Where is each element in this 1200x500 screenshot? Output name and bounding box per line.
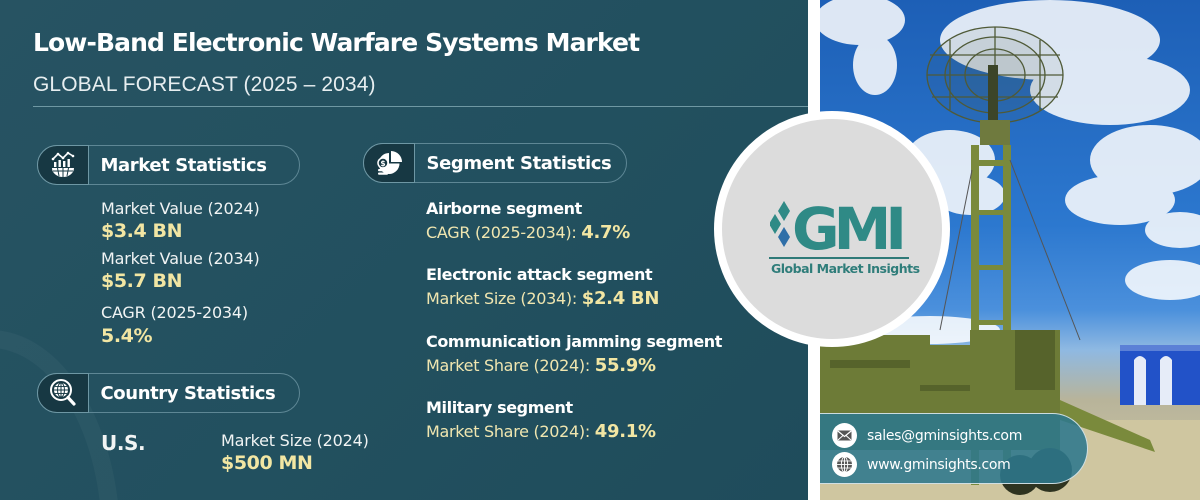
stat-label: Market Value (2034)	[101, 249, 260, 268]
market-statistics-title: Market Statistics	[100, 154, 267, 176]
contact-email[interactable]: sales@gminsights.com	[867, 427, 1023, 444]
gmi-logo: GMI Global Market Insights	[714, 111, 950, 347]
market-statistics-heading: Market Statistics	[36, 145, 300, 185]
gmi-logo-mark: GMI	[770, 197, 908, 255]
segment-stat: CAGR (2025-2034): 4.7%	[426, 222, 630, 243]
contact-website[interactable]: www.gminsights.com	[867, 456, 1011, 473]
segment-stat-label: CAGR (2025-2034):	[426, 223, 577, 242]
segment-stat-value: 49.1%	[594, 421, 656, 442]
segment-stat-label: Market Share (2024):	[426, 422, 590, 441]
segment-stat-value: 55.9%	[594, 355, 656, 376]
decorative-arc	[0, 330, 120, 500]
title-divider	[33, 106, 808, 107]
segment-stat: Market Share (2024): 55.9%	[426, 355, 656, 376]
stat-label: Market Value (2024)	[101, 199, 260, 218]
segment-stat-label: Market Share (2024):	[426, 356, 590, 375]
segment-stat-value: $2.4 BN	[581, 288, 660, 309]
contact-box: sales@gminsights.com www.gminsights.com	[820, 413, 1088, 484]
country-statistics-heading: Country Statistics	[36, 373, 300, 413]
globe-icon	[832, 452, 857, 477]
svg-text:GMI: GMI	[792, 197, 902, 255]
country-statistics-title: Country Statistics	[100, 382, 276, 404]
page-title: Low-Band Electronic Warfare Systems Mark…	[33, 28, 640, 57]
page-subtitle: GLOBAL FORECAST (2025 – 2034)	[33, 73, 376, 96]
segment-title: Airborne segment	[426, 199, 582, 218]
contact-website-row[interactable]: www.gminsights.com	[832, 452, 1011, 477]
segment-stat: Market Share (2024): 49.1%	[426, 421, 656, 442]
logo-company-name: Global Market Insights	[771, 261, 920, 276]
infographic-panel: Low-Band Electronic Warfare Systems Mark…	[0, 0, 808, 500]
country-stat-label: Market Size (2024)	[221, 431, 369, 450]
stat-label: CAGR (2025-2034)	[101, 303, 248, 322]
segment-stat-label: Market Size (2034):	[426, 289, 577, 308]
radar-illustration	[820, 0, 1200, 500]
segment-title: Communication jamming segment	[426, 332, 723, 351]
segment-stat-value: 4.7%	[581, 222, 630, 243]
segment-title: Military segment	[426, 398, 573, 417]
logo-divider	[769, 257, 909, 259]
chart-globe-icon	[36, 145, 89, 185]
segment-stat: Market Size (2034): $2.4 BN	[426, 288, 659, 309]
svg-text:$: $	[380, 159, 385, 168]
pie-chart-coins-icon: $	[362, 143, 415, 183]
stat-value: $3.4 BN	[101, 220, 183, 242]
stat-value: $5.7 BN	[101, 270, 183, 292]
country-stat-value: $500 MN	[221, 452, 313, 474]
stat-value: 5.4%	[101, 325, 153, 347]
segment-statistics-title: Segment Statistics	[426, 152, 612, 174]
envelope-icon	[832, 423, 857, 448]
contact-email-row[interactable]: sales@gminsights.com	[832, 423, 1022, 448]
country-name: U.S.	[101, 431, 146, 455]
segment-title: Electronic attack segment	[426, 265, 653, 284]
segment-statistics-heading: $ Segment Statistics	[362, 143, 627, 183]
globe-search-icon	[36, 373, 89, 413]
